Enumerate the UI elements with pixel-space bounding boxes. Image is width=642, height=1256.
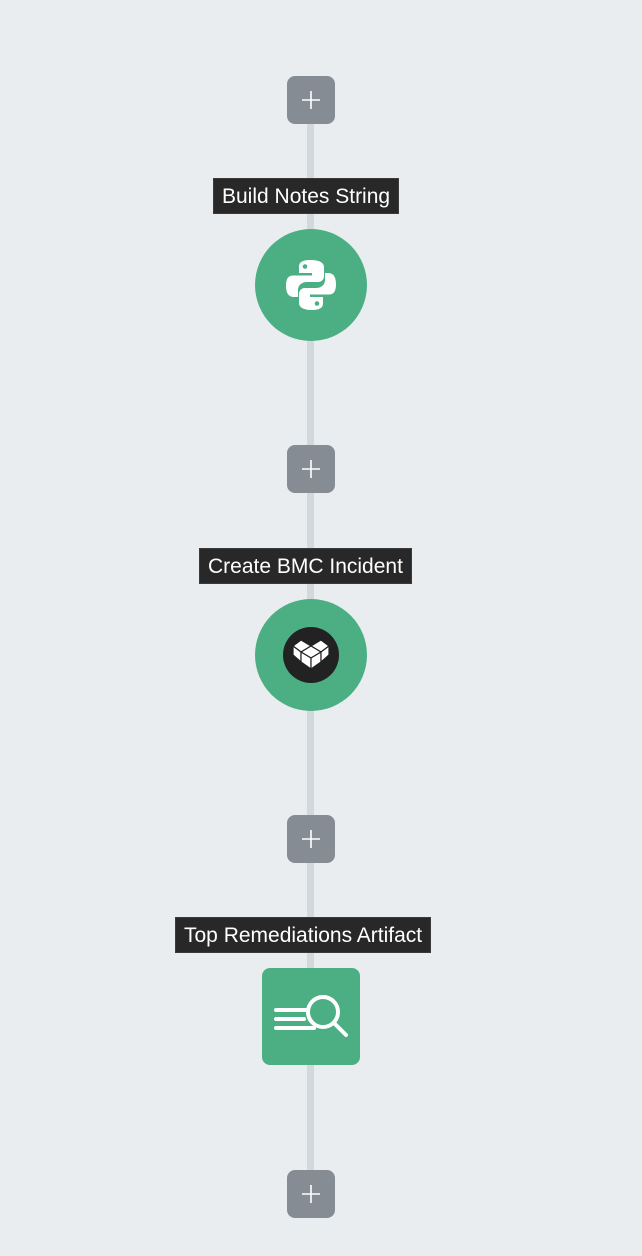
plus-icon — [302, 1185, 320, 1203]
node-label: Create BMC Incident — [199, 548, 412, 584]
top-remediations-artifact-node[interactable] — [262, 968, 360, 1065]
add-step-button[interactable] — [287, 445, 335, 493]
node-label: Build Notes String — [213, 178, 400, 214]
add-step-button[interactable] — [287, 815, 335, 863]
plus-icon — [302, 460, 320, 478]
artifact-search-icon — [274, 994, 348, 1037]
plus-icon — [302, 91, 320, 109]
build-notes-string-node[interactable] — [255, 229, 367, 341]
create-bmc-incident-node[interactable] — [255, 599, 367, 711]
node-label: Top Remediations Artifact — [175, 917, 432, 953]
add-step-button[interactable] — [287, 1170, 335, 1218]
plus-icon — [302, 830, 320, 848]
bmc-icon — [283, 627, 339, 683]
workflow-connector — [307, 1060, 314, 1200]
add-step-button[interactable] — [287, 76, 335, 124]
python-icon — [286, 260, 336, 310]
workflow-connector — [307, 110, 314, 240]
